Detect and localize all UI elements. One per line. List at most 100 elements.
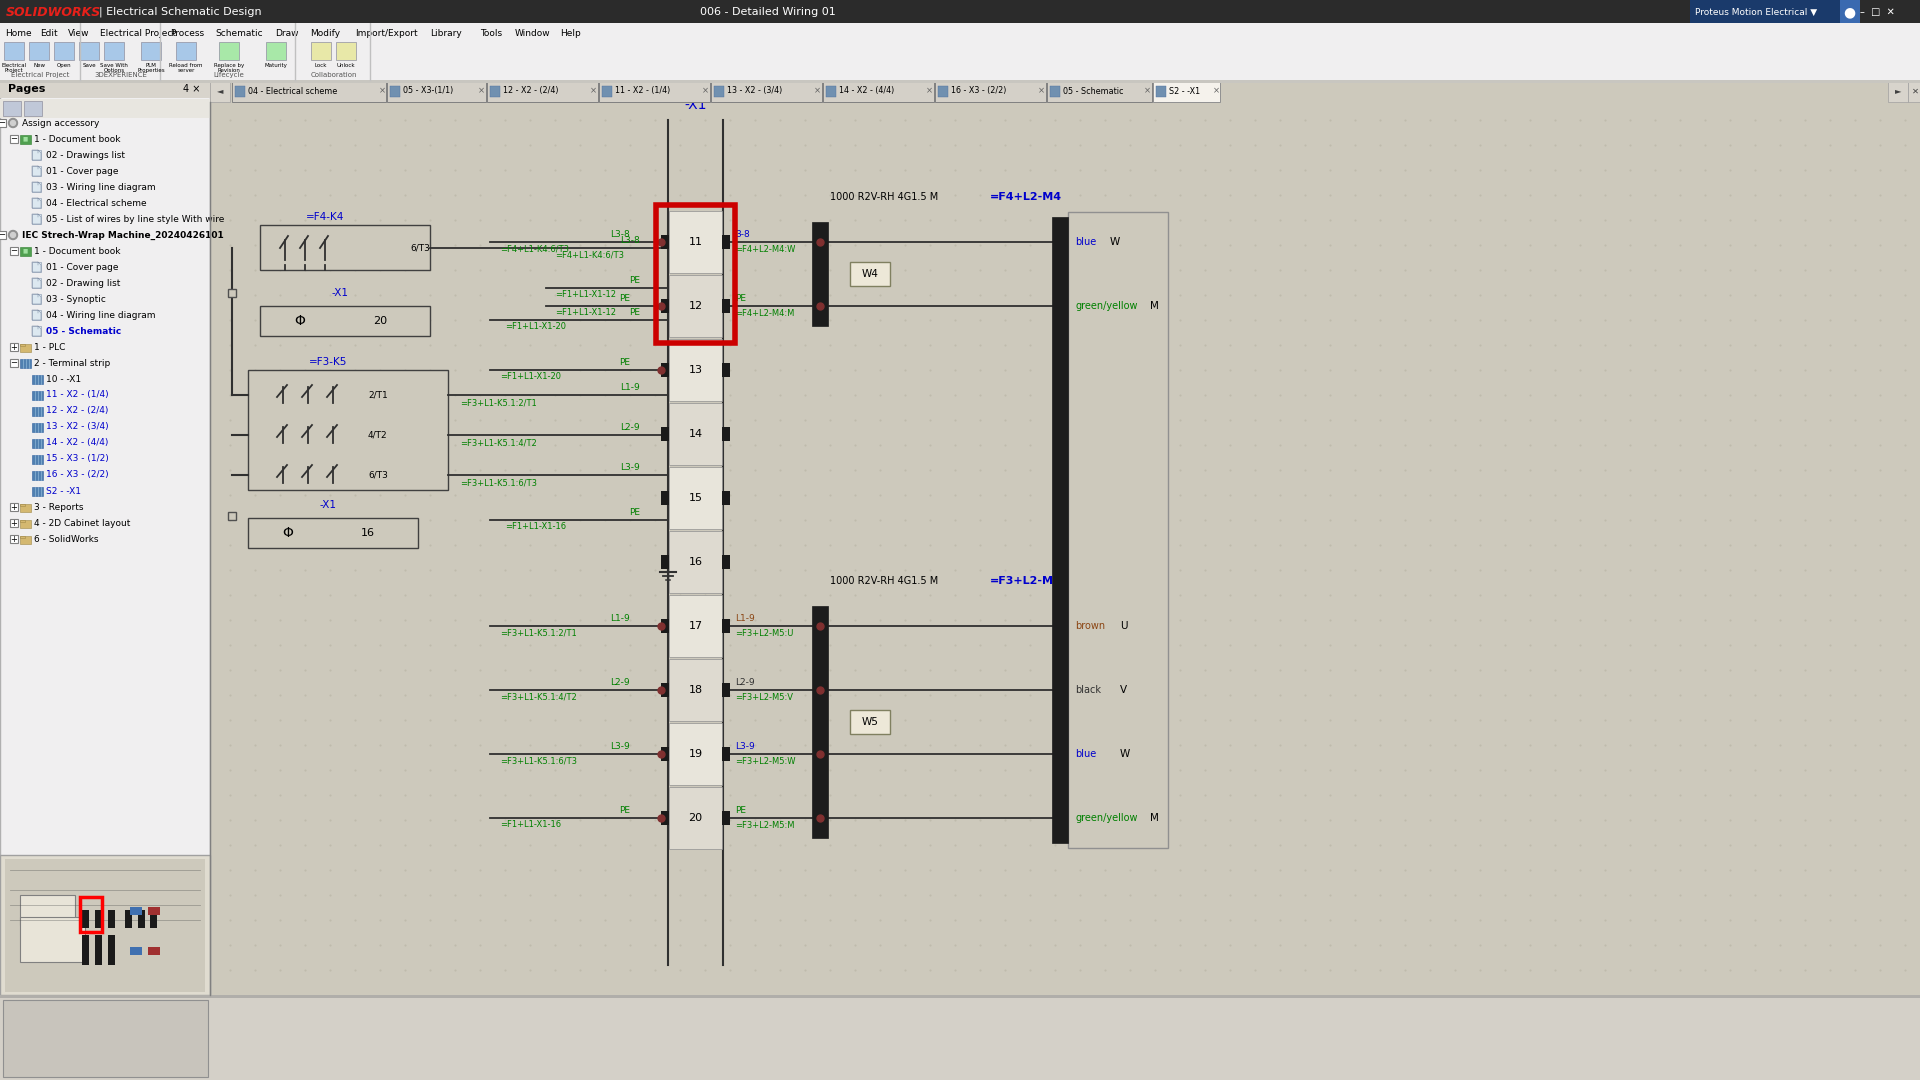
Bar — [6, 859, 205, 993]
Text: L2-9: L2-9 — [611, 678, 630, 687]
Text: 04 - Electrical scheme: 04 - Electrical scheme — [46, 199, 146, 207]
Bar — [939, 86, 948, 97]
Text: 16 - X3 - (2/2): 16 - X3 - (2/2) — [46, 471, 109, 480]
Text: 11 - X2 - (1/4): 11 - X2 - (1/4) — [46, 391, 109, 400]
Bar — [19, 519, 31, 528]
Bar — [710, 81, 822, 102]
Text: –  □  ✕: – □ ✕ — [1860, 6, 1895, 17]
Text: 16 - X3 - (2/2): 16 - X3 - (2/2) — [950, 86, 1006, 95]
Bar — [1156, 86, 1165, 97]
Text: 11: 11 — [689, 237, 703, 247]
Text: Electrical: Electrical — [2, 63, 27, 68]
Text: Revision: Revision — [217, 68, 240, 73]
Bar — [1050, 86, 1060, 97]
Bar — [228, 512, 236, 519]
Bar — [336, 42, 355, 60]
Text: L2-9: L2-9 — [620, 423, 639, 432]
Text: =F3-K5: =F3-K5 — [309, 357, 348, 367]
Bar — [812, 222, 828, 326]
Bar — [33, 214, 40, 224]
Bar — [668, 275, 722, 337]
Text: 16: 16 — [689, 557, 703, 567]
Text: 1000 R2V-RH 4G1.5 M: 1000 R2V-RH 4G1.5 M — [829, 192, 939, 202]
Bar — [660, 363, 668, 377]
Bar — [23, 102, 42, 116]
Bar — [0, 42, 1920, 44]
Text: 1 - PLC: 1 - PLC — [35, 342, 65, 351]
Text: M: M — [1150, 301, 1160, 311]
Bar — [209, 102, 1920, 995]
Text: brown: brown — [1075, 621, 1106, 631]
Text: New: New — [33, 63, 44, 68]
Text: S2 - -X1: S2 - -X1 — [46, 486, 81, 496]
Text: 03 - Synoptic: 03 - Synoptic — [46, 295, 106, 303]
Bar — [259, 225, 430, 270]
Bar — [488, 81, 597, 102]
Bar — [10, 535, 17, 543]
Text: Edit: Edit — [40, 28, 58, 38]
Circle shape — [8, 230, 17, 240]
Text: =F1+L1-X1-20: =F1+L1-X1-20 — [505, 322, 566, 330]
Text: =F4+L2-M4:W: =F4+L2-M4:W — [735, 245, 795, 254]
Text: −: − — [10, 135, 17, 144]
Text: ×: × — [925, 86, 933, 95]
Bar — [1887, 80, 1908, 102]
Text: Help: Help — [561, 28, 580, 38]
Text: 4 ×: 4 × — [182, 84, 200, 94]
Bar — [83, 935, 88, 966]
Text: Collaboration: Collaboration — [311, 72, 357, 78]
Bar — [0, 995, 1920, 1080]
Text: 05 - Schematic: 05 - Schematic — [1064, 86, 1123, 95]
Bar — [33, 278, 40, 288]
Bar — [19, 519, 25, 522]
Text: +: + — [12, 518, 17, 527]
Text: 04 - Wiring line diagram: 04 - Wiring line diagram — [46, 311, 156, 320]
Text: +: + — [12, 502, 17, 512]
Bar — [1068, 212, 1167, 848]
Bar — [4, 42, 23, 60]
Text: W4: W4 — [862, 269, 879, 279]
Text: ×: × — [478, 86, 486, 95]
Text: 12 - X2 - (2/4): 12 - X2 - (2/4) — [46, 406, 108, 416]
Text: Open: Open — [58, 63, 71, 68]
Bar — [10, 519, 17, 527]
Text: 20: 20 — [372, 316, 388, 326]
Text: Assign accessory: Assign accessory — [21, 119, 100, 127]
Bar — [0, 80, 209, 995]
Text: L3-8: L3-8 — [611, 230, 630, 239]
Bar — [1839, 0, 1860, 23]
Text: 11 - X2 - (1/4): 11 - X2 - (1/4) — [614, 86, 670, 95]
Text: =F1+L1-X1-16: =F1+L1-X1-16 — [499, 820, 561, 829]
Text: Process: Process — [171, 28, 204, 38]
Text: ●: ● — [1843, 5, 1855, 19]
Text: =F3+L2-M5:M: =F3+L2-M5:M — [735, 821, 795, 831]
Bar — [33, 326, 40, 336]
Text: =F4+L1-K4:6/T3: =F4+L1-K4:6/T3 — [499, 244, 568, 253]
Bar — [714, 86, 724, 97]
Bar — [851, 262, 891, 286]
Text: L3-8: L3-8 — [620, 237, 639, 245]
Bar — [722, 555, 730, 569]
Bar — [657, 205, 735, 343]
Text: W: W — [1119, 750, 1131, 759]
Text: L3-9: L3-9 — [620, 463, 639, 472]
Text: Unlock: Unlock — [336, 63, 355, 68]
Text: L1-9: L1-9 — [611, 615, 630, 623]
Text: black: black — [1075, 685, 1100, 696]
Text: 3-8: 3-8 — [735, 230, 749, 239]
Bar — [0, 0, 1920, 23]
Bar — [131, 947, 142, 955]
Bar — [33, 487, 42, 496]
Bar — [1690, 0, 1839, 23]
Bar — [228, 289, 236, 297]
Text: Lifecycle: Lifecycle — [213, 72, 244, 78]
Bar — [668, 723, 722, 785]
Bar — [4, 1000, 207, 1077]
Text: =F1+L1-X1-20: =F1+L1-X1-20 — [499, 372, 561, 381]
Text: =F1+L1-X1-16: =F1+L1-X1-16 — [505, 522, 566, 531]
Text: Maturity: Maturity — [265, 63, 288, 68]
Text: ×: × — [1212, 86, 1219, 95]
Text: =F4+L1-K4:6/T3: =F4+L1-K4:6/T3 — [555, 249, 624, 259]
Bar — [33, 407, 42, 416]
Bar — [19, 536, 25, 538]
